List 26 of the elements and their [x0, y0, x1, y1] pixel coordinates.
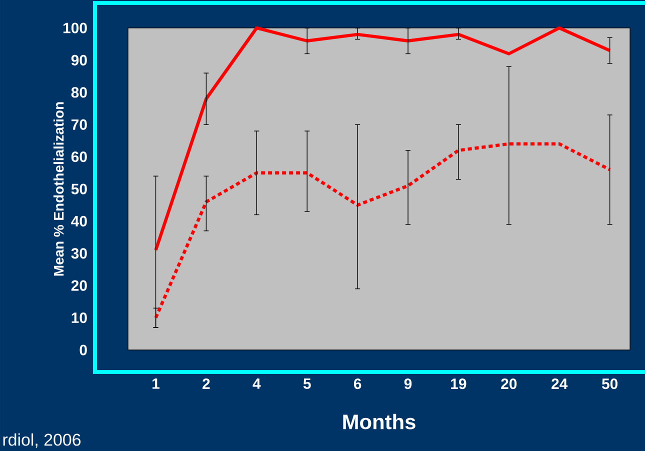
y-tick-label: 100	[63, 22, 87, 34]
x-tick-label: 1	[152, 378, 160, 389]
x-tick-label: 24	[552, 378, 568, 389]
text: rdiol, 2006	[3, 433, 81, 448]
y-tick-label: 70	[72, 119, 87, 130]
x-axis-title: Months	[343, 414, 416, 430]
x-tick-label: 4	[252, 378, 261, 389]
y-tick-label: 10	[72, 312, 87, 324]
line-series	[154, 142, 612, 320]
x-tick-label: 5	[303, 378, 311, 389]
x-tick-label: 2	[202, 378, 210, 389]
x-tick-label: 9	[404, 378, 412, 390]
y-tick-label: 40	[71, 216, 87, 226]
x-tick-label: 20	[501, 378, 517, 390]
y-tick-label: 20	[71, 280, 87, 291]
x-tick-label: 50	[602, 378, 618, 390]
y-tick-label: 90	[71, 54, 87, 66]
x-tick-label: 6	[354, 378, 362, 390]
y-tick-label: 60	[71, 151, 87, 162]
y-axis-title: Mean % Endothelialization	[53, 102, 64, 276]
y-tick-label: 80	[71, 87, 87, 98]
y-tick-label: 50	[71, 184, 87, 194]
line-series	[154, 26, 612, 252]
y-tick-label: 0	[80, 344, 87, 356]
y-tick-label: 30	[71, 248, 87, 259]
x-tick-label: 19	[451, 378, 466, 390]
